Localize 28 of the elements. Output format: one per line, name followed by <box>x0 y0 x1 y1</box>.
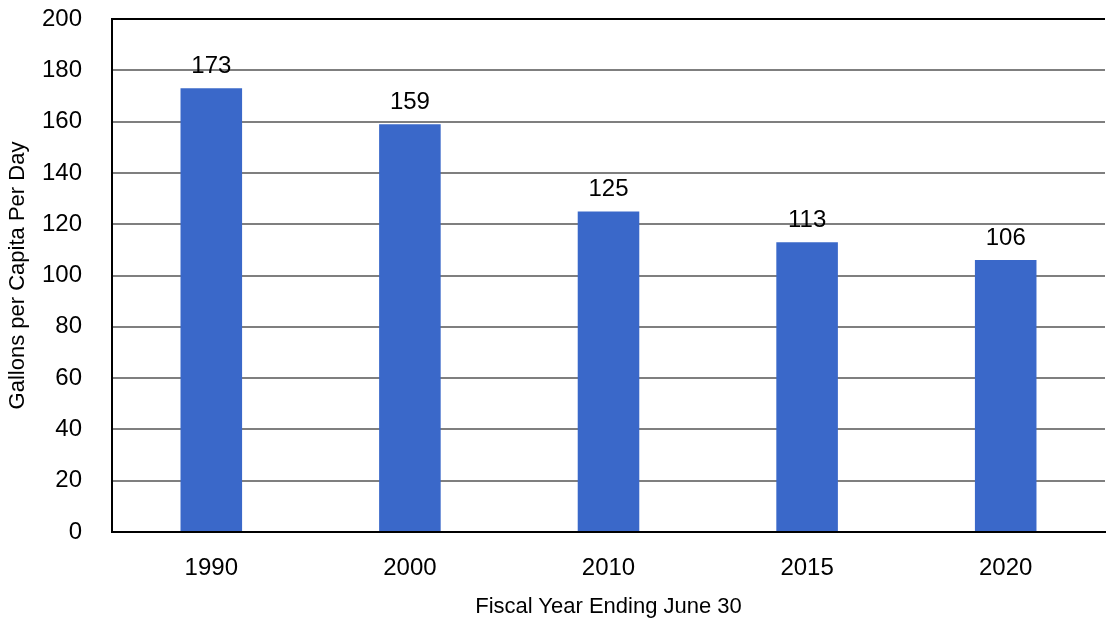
y-tick-label: 180 <box>41 54 82 82</box>
y-axis-title: Gallons per Capita Per Day <box>4 141 30 410</box>
x-tick-label: 2000 <box>383 553 437 581</box>
bar <box>577 211 640 531</box>
bar <box>379 124 441 531</box>
x-axis-title: Fiscal Year Ending June 30 <box>475 592 742 618</box>
bar <box>180 88 243 531</box>
x-tick-label: 1990 <box>184 553 238 581</box>
x-tick-label: 2010 <box>581 553 636 581</box>
y-tick-label: 80 <box>55 311 82 339</box>
data-label: 113 <box>787 204 827 232</box>
y-tick-label: 140 <box>41 157 82 185</box>
y-tick-label: 100 <box>41 260 82 288</box>
y-tick-label: 160 <box>41 106 82 134</box>
y-tick-label: 200 <box>41 3 82 31</box>
y-tick-label: 40 <box>55 414 82 442</box>
x-tick-label: 2020 <box>979 553 1033 581</box>
y-tick-label: 120 <box>41 208 82 236</box>
data-label: 106 <box>985 222 1026 250</box>
y-tick-label: 60 <box>55 362 82 390</box>
data-label: 173 <box>191 50 232 78</box>
y-tick-label: 20 <box>55 465 82 493</box>
bar <box>974 260 1037 531</box>
y-tick-label: 0 <box>68 516 82 544</box>
x-tick-label: 2015 <box>780 553 834 581</box>
data-label: 125 <box>588 174 629 201</box>
bar <box>776 242 838 531</box>
data-label: 159 <box>389 86 430 114</box>
